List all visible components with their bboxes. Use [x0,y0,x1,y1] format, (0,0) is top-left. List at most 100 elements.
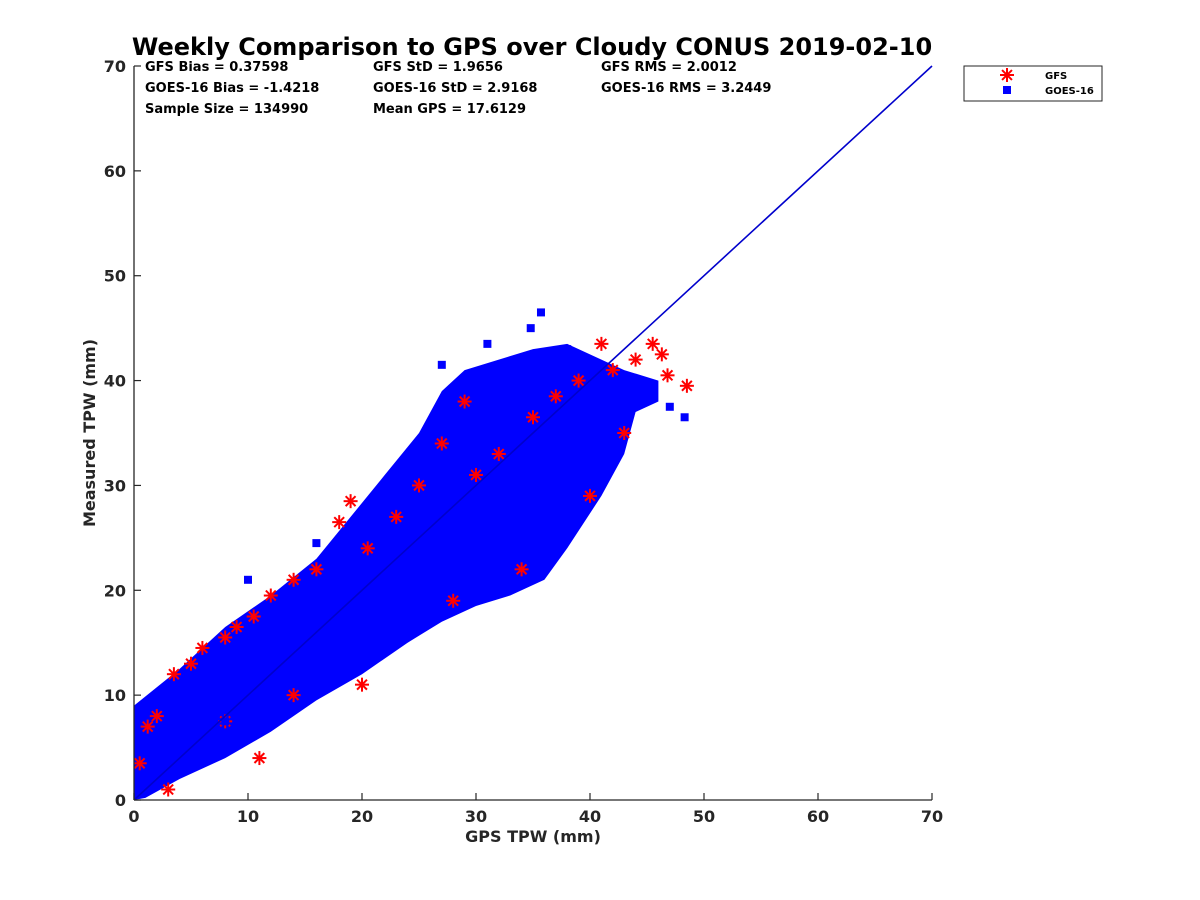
gfs-point [654,347,669,362]
gfs-point [645,336,660,351]
gfs-series [134,336,694,797]
goes-16-point [665,402,674,411]
data-cloud [134,343,659,800]
stat-gfs-rms: GFS RMS = 2.0012 [601,60,737,75]
gfs-point [166,667,181,682]
gfs-point [571,373,586,388]
x-axis-label: GPS TPW (mm) [465,827,601,846]
gfs-point [457,394,472,409]
goes-16-point [540,434,549,443]
goes-16-point [152,769,161,778]
gfs-point [526,410,540,425]
goes-16-point [244,696,252,705]
gfs-point [548,389,563,404]
x-axis-ticks: 0 10 20 30 40 50 60 70 [128,793,943,826]
gfs-point [195,640,210,655]
chart-title: Weekly Comparison to GPS over Cloudy CON… [132,33,932,61]
one-to-one-line [133,65,933,801]
gfs-point [134,756,147,771]
legend-gfs-asterisk-icon [1000,68,1014,82]
goes-16-point [312,539,321,548]
y-tick-label: 0 [115,791,126,810]
goes-16-point [221,717,230,726]
x-tick-label: 50 [693,807,715,826]
gfs-point [434,436,449,451]
legend-goes-label: GOES-16 [1045,86,1094,97]
goes-16-point [494,470,503,479]
x-tick-label: 20 [351,807,373,826]
y-tick-label: 70 [104,57,126,76]
gfs-point [263,588,278,603]
gfs-point [360,541,375,556]
y-tick-label: 10 [104,686,126,705]
goes-16-point [358,596,366,605]
gfs-point [355,677,369,692]
goes-16-point [631,387,640,396]
gfs-point [583,488,597,503]
goes-16-point [335,617,344,626]
goes-16-point [244,575,252,584]
goes-16-point [289,659,298,668]
gfs-point [660,368,675,383]
gfs-point [514,562,529,577]
x-tick-label: 10 [237,807,259,826]
legend-gfs-asterisk-shape [1000,68,1014,82]
x-tick-label: 30 [465,807,487,826]
stat-goes-rms: GOES-16 RMS = 3.2449 [601,81,771,96]
gfs-point [286,688,301,703]
x-tick-label: 40 [579,807,601,826]
goes-16-point [472,491,480,500]
stat-goes-bias: GOES-16 Bias = -1.4218 [145,81,319,96]
gfs-point [617,426,632,440]
stat-gfs-std: GFS StD = 1.9656 [373,60,503,75]
y-tick-label: 20 [104,581,126,600]
goes-16-point [449,507,458,516]
y-tick-label: 60 [104,162,126,181]
gfs-point [605,363,620,378]
x-tick-label: 70 [921,807,943,826]
gfs-point [309,562,324,577]
goes-16-point [680,413,689,422]
gfs-point [252,751,267,766]
x-tick-label: 60 [807,807,829,826]
y-axis-ticks: 0 10 20 30 40 50 60 70 [104,57,141,810]
goes-16-point [586,408,594,417]
gfs-point [679,378,694,393]
gfs-point [389,509,404,524]
goes-16-point [563,418,572,427]
gfs-point [286,572,301,587]
gfs-point [343,494,358,509]
legend-gfs-label: GFS [1045,71,1067,82]
goes-16-point [483,339,492,348]
goes-16-point [403,554,412,563]
gfs-point [184,656,198,671]
gfs-point [229,619,244,634]
goes-16-point [426,528,435,537]
gfs-point [491,446,506,461]
x-tick-label: 0 [128,807,139,826]
goes-16-point [608,387,617,396]
gfs-point [469,467,483,482]
y-tick-label: 30 [104,476,126,495]
gfs-point [246,609,261,624]
goes-16-point [536,308,545,317]
gfs-point [161,782,176,797]
y-axis-label: Measured TPW (mm) [80,339,99,527]
goes-16-point [563,345,572,354]
goes-16-point [517,449,526,458]
goes-16-point [437,360,446,369]
goes-16-point [526,324,535,333]
gfs-point [412,478,426,493]
legend-box [963,65,1103,102]
gfs-point [149,709,164,724]
stat-mean-gps: Mean GPS = 17.6129 [373,102,526,117]
stat-goes-std: GOES-16 StD = 2.9168 [373,81,537,96]
legend: GFS GOES-16 [963,65,1103,102]
goes-16-point [266,680,275,689]
gfs-point [594,336,609,351]
gfs-point [332,515,347,530]
stat-sample-size: Sample Size = 134990 [145,102,308,117]
goes-16-point [380,575,389,584]
legend-goes-square-icon [1003,86,1011,94]
